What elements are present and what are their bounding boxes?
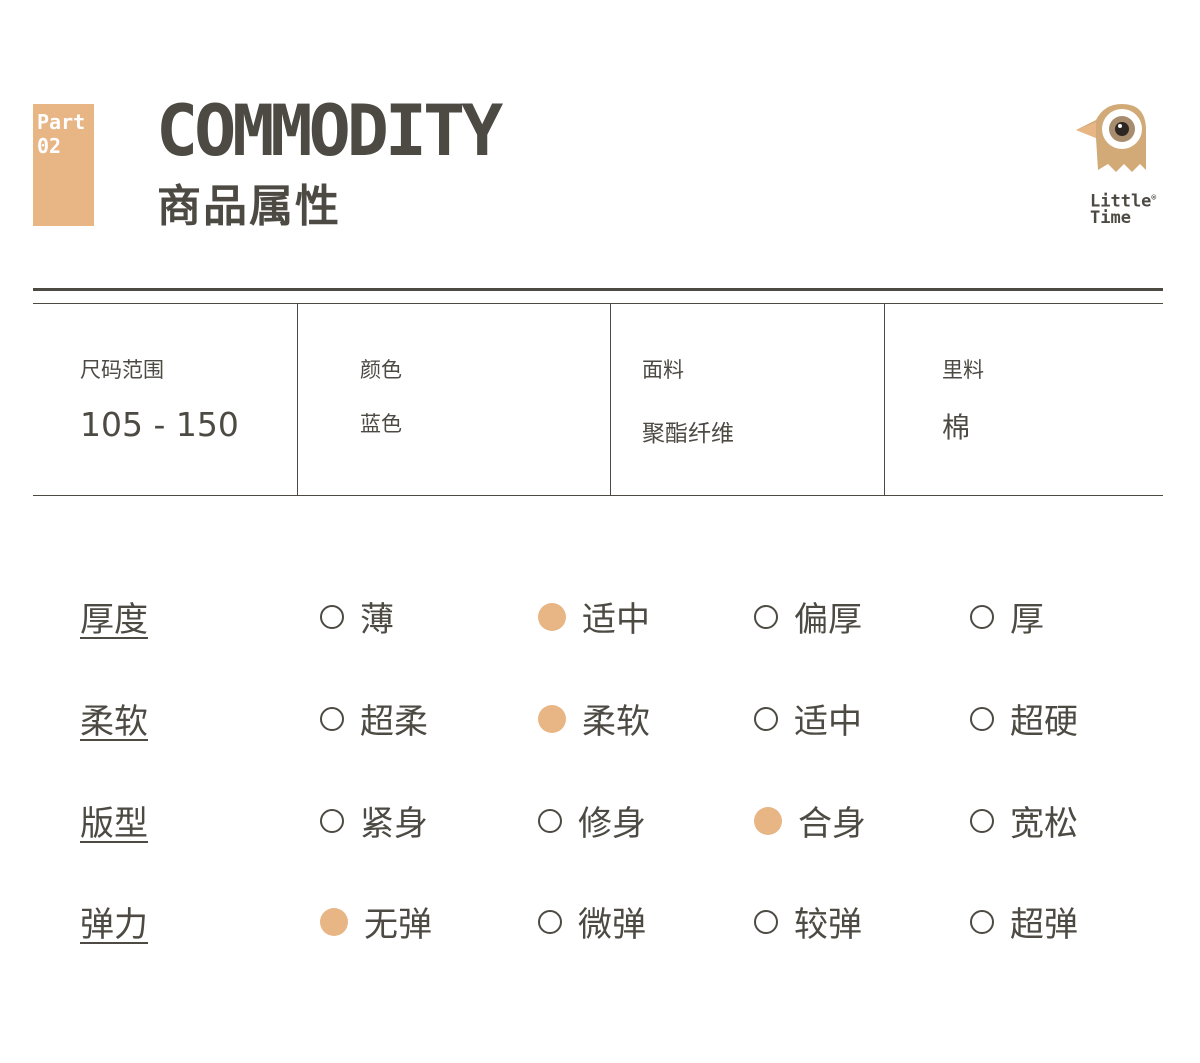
attribute-option: 薄: [320, 592, 394, 641]
radio-empty-icon: [970, 706, 994, 731]
spec-value-size: 105 - 150: [80, 405, 239, 444]
option-label: 厚: [1010, 600, 1044, 640]
part-badge: Part 02: [33, 104, 94, 226]
attribute-option: 超硬: [970, 694, 1078, 743]
radio-empty-icon: [754, 909, 778, 934]
attribute-option: 超弹: [970, 897, 1078, 946]
option-label: 较弹: [794, 905, 862, 945]
spec-value-lining: 棉: [942, 411, 971, 444]
logo-line-2: Time: [1090, 207, 1131, 228]
spec-value-color: 蓝色: [360, 412, 402, 436]
radio-empty-icon: [320, 808, 344, 833]
radio-filled-icon: [320, 907, 348, 936]
attribute-option: 适中: [754, 694, 862, 743]
title-english: COMMODITY: [156, 90, 503, 172]
option-label: 宽松: [1010, 804, 1078, 844]
attribute-option: 微弹: [538, 897, 646, 946]
spec-label-lining: 里料: [942, 358, 984, 382]
option-label: 薄: [360, 600, 394, 640]
option-label: 超柔: [360, 702, 428, 742]
radio-empty-icon: [754, 604, 778, 629]
part-label: Part: [37, 110, 86, 134]
logo-line-1: Little: [1090, 191, 1152, 212]
option-label: 无弹: [364, 905, 432, 945]
attribute-label: 柔软: [80, 702, 148, 742]
attribute-option: 偏厚: [754, 592, 862, 641]
attribute-option: 超柔: [320, 694, 428, 743]
column-divider: [884, 303, 885, 496]
attribute-option: 紧身: [320, 796, 428, 845]
attribute-option: 宽松: [970, 796, 1078, 845]
divider-thin: [33, 303, 1163, 304]
attribute-label: 弹力: [80, 905, 148, 945]
divider-thick: [33, 288, 1163, 291]
attribute-option: 修身: [538, 796, 646, 845]
attribute-option: 柔软: [538, 694, 650, 743]
attribute-option: 适中: [538, 592, 650, 641]
radio-filled-icon: [538, 704, 566, 733]
radio-empty-icon: [970, 604, 994, 629]
option-label: 偏厚: [794, 600, 862, 640]
title-chinese: 商品属性: [157, 181, 341, 232]
option-label: 超弹: [1010, 905, 1078, 945]
radio-empty-icon: [970, 909, 994, 934]
option-label: 合身: [798, 804, 866, 844]
attribute-label: 版型: [80, 804, 148, 844]
spec-value-fabric: 聚酯纤维: [642, 421, 734, 447]
radio-empty-icon: [320, 706, 344, 731]
column-divider: [610, 303, 611, 496]
radio-empty-icon: [320, 604, 344, 629]
attribute-label: 厚度: [80, 600, 148, 640]
attribute-option: 较弹: [754, 897, 862, 946]
attribute-option: 合身: [754, 796, 866, 845]
option-label: 超硬: [1010, 702, 1078, 742]
spec-label-size: 尺码范围: [80, 358, 164, 382]
option-label: 紧身: [360, 804, 428, 844]
option-label: 微弹: [578, 905, 646, 945]
spec-label-color: 颜色: [360, 358, 402, 382]
radio-empty-icon: [970, 808, 994, 833]
radio-filled-icon: [538, 602, 566, 631]
option-label: 适中: [582, 600, 650, 640]
logo-text: Little® Time: [1090, 190, 1156, 226]
option-label: 修身: [578, 804, 646, 844]
part-number: 02: [37, 134, 62, 158]
column-divider: [297, 303, 298, 496]
divider-bottom: [33, 495, 1163, 496]
radio-empty-icon: [754, 706, 778, 731]
spec-label-fabric: 面料: [642, 358, 684, 382]
option-label: 适中: [794, 702, 862, 742]
logo-registered: ®: [1151, 193, 1157, 202]
attribute-option: 厚: [970, 592, 1044, 641]
radio-filled-icon: [754, 806, 782, 835]
bird-logo-icon: [1076, 104, 1146, 172]
radio-empty-icon: [538, 808, 562, 833]
attribute-option: 无弹: [320, 897, 432, 946]
option-label: 柔软: [582, 702, 650, 742]
radio-empty-icon: [538, 909, 562, 934]
